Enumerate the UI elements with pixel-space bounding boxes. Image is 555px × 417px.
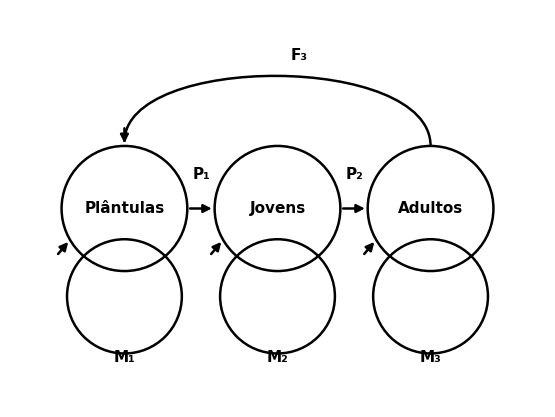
Text: M₃: M₃ (420, 350, 442, 365)
Text: P₁: P₁ (193, 167, 210, 182)
Text: F₃: F₃ (291, 48, 308, 63)
Text: M₂: M₂ (266, 350, 289, 365)
Text: Plântulas: Plântulas (84, 201, 165, 216)
Text: Adultos: Adultos (398, 201, 463, 216)
Text: M₁: M₁ (114, 350, 135, 365)
Text: Jovens: Jovens (249, 201, 306, 216)
Text: P₂: P₂ (346, 167, 364, 182)
